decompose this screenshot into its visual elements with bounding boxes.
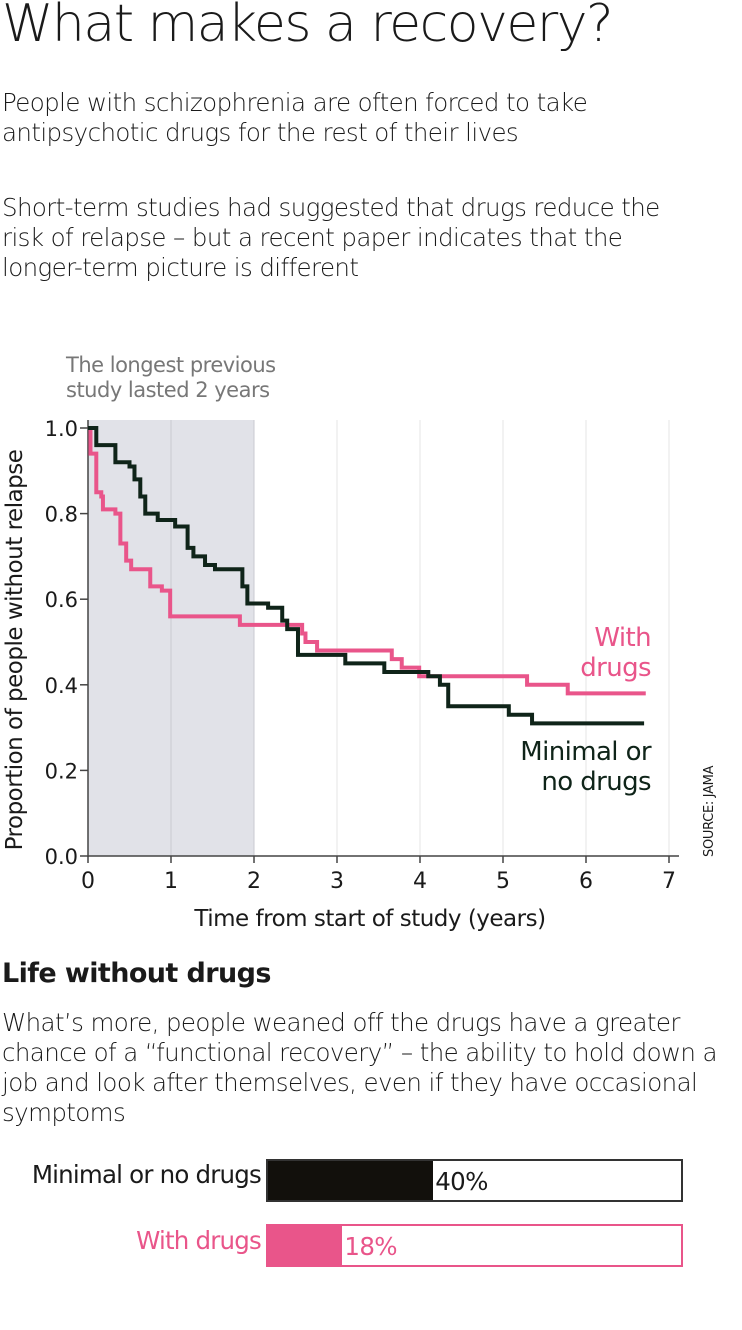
section-title: Life without drugs [2,958,271,989]
section-paragraph: What’s more, people weaned off the drugs… [2,1008,718,1127]
intro-paragraph-2: Short-term studies had suggested that dr… [2,193,660,282]
bar-value-with-drugs: 18% [344,1232,397,1261]
series-line-with-drugs [88,426,646,696]
series-label-no-drugs: no drugs [541,767,651,797]
y-tick-label: 0.4 [45,674,78,698]
series-label-with-drugs: With [594,623,651,653]
y-tick-label: 0.6 [45,588,78,612]
x-axis-label: Time from start of study (years) [193,906,545,932]
x-tick-label: 1 [164,869,178,894]
bar-no-drugs: 40% [266,1159,683,1202]
source-credit: SOURCE: JAMA [702,765,717,857]
bar-fill-no-drugs [268,1161,434,1200]
bar-with-drugs: 18% [266,1224,683,1267]
y-tick-label: 1.0 [45,417,78,441]
y-tick-label: 0.8 [45,503,78,527]
x-tick-label: 6 [579,869,593,894]
bar-value-no-drugs: 40% [435,1167,488,1196]
intro-paragraph-1: People with schizophrenia are often forc… [2,88,588,147]
x-tick-label: 2 [247,869,261,894]
y-tick-label: 0.0 [45,845,78,869]
shaded-region-annotation: The longest previous study lasted 2 year… [66,353,276,402]
series-label-no-drugs: Minimal or [520,737,652,767]
series-line-no-drugs [88,426,645,726]
bar-label-no-drugs: Minimal or no drugs [31,1160,262,1189]
page-title: What makes a recovery? [2,0,614,54]
y-tick-label: 0.2 [45,759,78,783]
x-tick-label: 5 [496,869,510,894]
y-axis-label: Proportion of people without relapse [2,450,28,851]
x-tick-label: 0 [81,869,95,894]
bar-fill-with-drugs [268,1226,343,1265]
x-tick-label: 3 [330,869,344,894]
series-label-with-drugs: drugs [580,653,651,683]
bar-label-with-drugs: With drugs [136,1226,262,1255]
x-tick-label: 4 [413,869,427,894]
relapse-step-chart: 0 1 2 3 4 5 6 7 0.0 0.2 0.4 0.6 0.8 1.0 Time from star… [2,417,679,932]
x-tick-label: 7 [662,869,676,894]
